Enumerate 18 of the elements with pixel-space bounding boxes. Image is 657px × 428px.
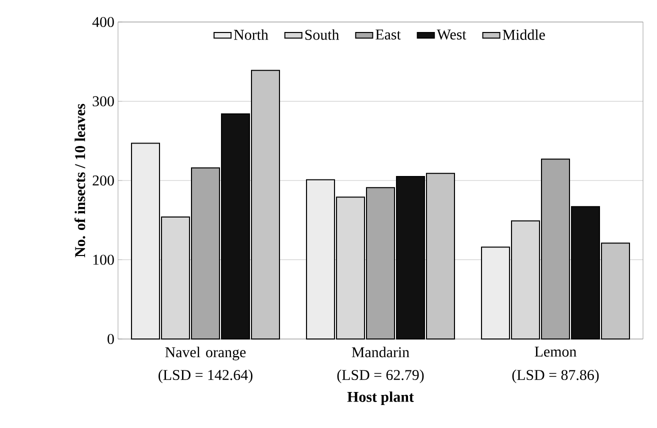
text: (LSD = 142.64) (158, 370, 252, 384)
x-tick-label: Mandarin (352, 346, 410, 358)
legend-label: East (376, 30, 401, 40)
y-tick-label: 200 (92, 175, 114, 186)
text: (LSD = 62.79) (337, 370, 424, 384)
y-tick-label: 400 (92, 16, 114, 28)
y-tick-label: 100 (93, 254, 114, 265)
y-axis-title: No. of insects / 10 leaves (74, 104, 86, 258)
x-tick-label: Lemon (534, 346, 576, 357)
y-tick-label: 0 (108, 334, 114, 344)
y-tick-label: 300 (92, 96, 114, 106)
legend-label: South (305, 29, 340, 40)
text: (LSD = 87.86) (512, 370, 599, 384)
legend-label: North (234, 29, 268, 40)
x-tick-label: Navel orange (165, 346, 246, 360)
x-axis-title: Host plant (347, 391, 414, 405)
legend-label: Middle (502, 29, 545, 40)
legend-label: West (436, 30, 466, 40)
